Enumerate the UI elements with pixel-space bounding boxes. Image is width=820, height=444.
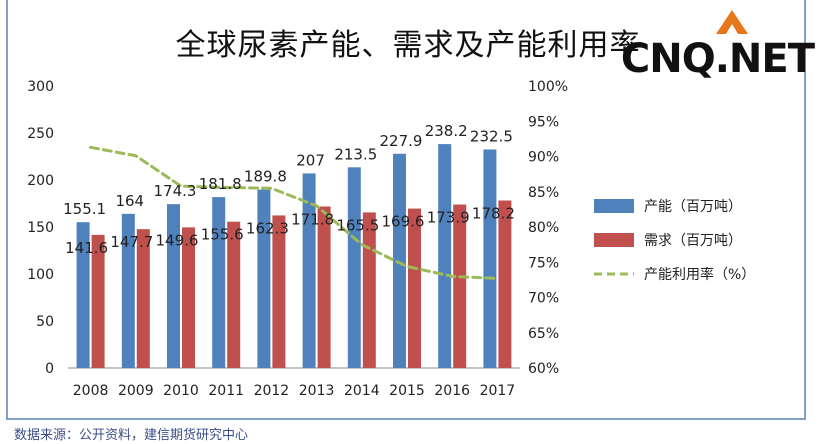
legend-swatch-demand (594, 233, 634, 247)
y-right-tick-label: 95% (528, 114, 559, 130)
bar-demand (453, 204, 467, 368)
bar-demand (182, 227, 195, 368)
data-source-note: 数据来源：公开资料，建信期货研究中心 (14, 428, 249, 443)
site-logo: CNQ.NET (604, 6, 815, 82)
y-right-tick-label: 70% (528, 291, 559, 307)
data-label-demand: 169.6 (382, 213, 425, 231)
x-tick-label: 2011 (208, 383, 244, 399)
y-left-tick-label: 100 (27, 267, 54, 283)
chart-title: 全球尿素产能、需求及产能利用率 (175, 28, 641, 63)
data-label-demand: 171.8 (291, 211, 334, 229)
y-left-tick-label: 50 (36, 314, 54, 330)
bar-capacity (347, 167, 361, 368)
bar-demand (272, 215, 286, 368)
data-label-capacity: 181.8 (199, 175, 242, 193)
bar-demand (362, 212, 376, 368)
data-label-capacity: 174.3 (154, 182, 197, 200)
bar-capacity (212, 197, 226, 368)
data-label-capacity: 189.8 (244, 168, 287, 186)
y-left-tick-label: 150 (27, 220, 54, 236)
legend-label: 产能（百万吨） (644, 199, 742, 215)
y-right-tick-label: 100% (528, 79, 568, 95)
x-tick-label: 2015 (389, 383, 425, 399)
y-right-tick-label: 65% (528, 326, 559, 342)
data-label-capacity: 155.1 (63, 200, 106, 218)
data-label-demand: 147.7 (110, 233, 153, 251)
chart-frame: 全球尿素产能、需求及产能利用率 (6, 0, 806, 420)
bar-capacity (483, 149, 497, 368)
legend-label: 需求（百万吨） (644, 233, 742, 249)
bar-demand (317, 206, 331, 368)
x-tick-label: 2017 (480, 383, 516, 399)
data-label-capacity: 232.5 (470, 127, 513, 145)
bar-capacity (393, 153, 406, 368)
x-tick-label: 2009 (118, 383, 154, 399)
data-label-demand: 165.5 (336, 216, 379, 234)
logo-mark-icon (716, 10, 748, 34)
bar-demand (498, 200, 512, 368)
x-tick-label: 2013 (299, 383, 335, 399)
data-label-capacity: 213.5 (334, 145, 377, 163)
bar-demand (136, 229, 150, 368)
bar-demand (91, 234, 105, 368)
y-left-tick-label: 200 (27, 173, 54, 189)
utilization-line (89, 145, 499, 280)
data-label-capacity: 238.2 (425, 122, 468, 140)
data-label-demand: 162.3 (246, 219, 289, 237)
legend-label: 产能利用率（%） (644, 266, 755, 283)
chart-canvas: 0 50 100 150 200 250 300 60% 65% 70% 75% 80% 85% 90% 9… (27, 79, 755, 399)
y-right-tick-label: 85% (528, 185, 559, 201)
y-left-tick-label: 0 (45, 361, 54, 377)
y-right-tick-label: 60% (528, 361, 559, 377)
x-tick-label: 2016 (434, 383, 470, 399)
legend-swatch-capacity (594, 199, 634, 213)
data-label-capacity: 164 (115, 192, 144, 210)
data-label-capacity: 207 (296, 151, 325, 169)
bar-demand (408, 208, 421, 368)
y-right-tick-label: 80% (528, 220, 559, 236)
data-label-demand: 141.6 (65, 239, 108, 257)
x-tick-label: 2012 (254, 383, 290, 399)
bar-capacity (167, 204, 180, 368)
y-left-tick-label: 250 (27, 126, 54, 142)
data-label-demand: 155.6 (201, 226, 244, 244)
x-tick-label: 2008 (73, 383, 109, 399)
y-left-tick-label: 300 (27, 79, 54, 95)
logo-text: CNQ.NET (620, 36, 815, 82)
bar-capacity (438, 144, 452, 368)
x-tick-label: 2010 (163, 383, 199, 399)
y-right-tick-label: 90% (528, 150, 559, 166)
data-label-demand: 173.9 (427, 209, 470, 227)
bar-capacity (302, 173, 316, 368)
data-label-capacity: 227.9 (380, 132, 423, 150)
x-tick-label: 2014 (344, 383, 380, 399)
data-label-demand: 149.6 (156, 231, 199, 249)
bar-capacity (76, 222, 90, 368)
bar-demand (227, 221, 241, 368)
bar-capacity (121, 213, 135, 368)
bar-capacity (257, 189, 271, 368)
y-right-tick-label: 75% (528, 255, 559, 271)
data-label-demand: 178.2 (472, 204, 515, 222)
